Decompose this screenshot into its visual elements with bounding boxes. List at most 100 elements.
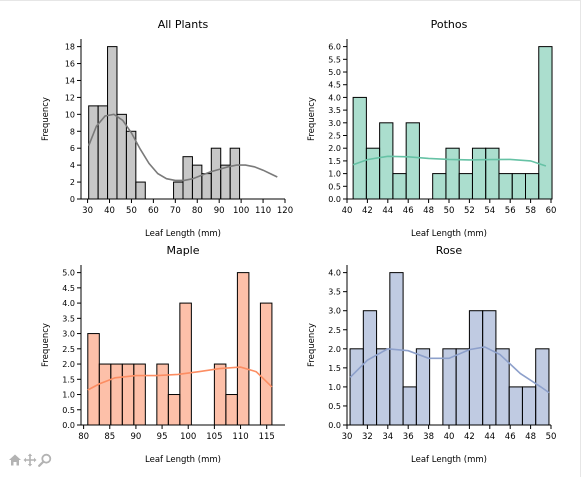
y-tick-label: 3.0 — [62, 330, 75, 339]
y-tick-label: 0.5 — [328, 182, 341, 191]
histogram-bar — [121, 363, 135, 426]
y-axis-label: Frequency — [307, 97, 317, 141]
x-tick-label: 36 — [403, 432, 414, 442]
x-tick-label: 100 — [233, 206, 249, 216]
histogram-bar — [402, 386, 417, 426]
x-tick-label: 30 — [82, 206, 93, 216]
histogram-bar — [349, 348, 364, 426]
y-tick-label: 3.0 — [328, 119, 341, 128]
plot-toolbar — [8, 451, 52, 467]
kde-curve — [87, 113, 278, 182]
x-tick-label: 44 — [382, 206, 393, 216]
y-tick-label: 3.5 — [62, 314, 75, 323]
y-tick-label: 0.5 — [328, 402, 341, 411]
y-tick-label: 12 — [65, 93, 75, 102]
x-tick-label: 48 — [423, 206, 434, 216]
y-tick-label: 3.5 — [328, 288, 341, 297]
y-tick-label: 18 — [65, 43, 75, 52]
y-tick-label: 2.5 — [328, 326, 341, 335]
histogram-bar — [535, 348, 550, 426]
x-tick-label: 90 — [214, 206, 225, 216]
x-tick-label: 46 — [505, 432, 516, 442]
histogram-bar — [362, 310, 378, 426]
x-tick-label: 100 — [180, 432, 196, 442]
x-tick-label: 46 — [403, 206, 414, 216]
y-tick-label: 6.0 — [328, 43, 341, 52]
histogram-bar — [445, 147, 460, 200]
x-tick-label: 110 — [232, 432, 248, 442]
y-tick-label: 0.5 — [62, 406, 75, 415]
y-tick-label: 2.0 — [328, 144, 341, 153]
histogram-bar — [405, 122, 420, 200]
y-tick-label: 3.0 — [328, 307, 341, 316]
x-axis-label: Leaf Length (mm) — [145, 229, 221, 239]
y-tick-label: 2.5 — [62, 345, 75, 354]
histogram-bar — [125, 130, 137, 200]
histogram-bar — [538, 46, 553, 200]
histogram-bar — [379, 122, 394, 200]
x-tick-label: 40 — [444, 432, 455, 442]
histogram-bar — [236, 272, 250, 426]
histogram-bar — [508, 386, 523, 426]
subplot-maple: 80 85 90 95 100 105 110 115 0.0 0.5 1.0 1.5 2.0 2.5 3.… — [41, 244, 285, 465]
x-tick-label: 115 — [259, 432, 275, 442]
histogram-bar — [365, 147, 381, 200]
y-tick-label: 2.5 — [328, 132, 341, 141]
histogram-bar — [133, 363, 146, 426]
kde-curve — [349, 346, 550, 394]
y-tick-label: 16 — [65, 60, 75, 69]
pan-icon[interactable] — [23, 452, 37, 467]
x-axis-label: Leaf Length (mm) — [145, 455, 221, 465]
histogram-bar — [415, 348, 431, 426]
x-tick-label: 50 — [546, 432, 557, 442]
subplot-all-plants: 30 40 50 60 70 80 90 100 110 120 0 2 4 6 8 10 12 14 16 18 Al… — [41, 18, 293, 239]
histogram-bar — [455, 348, 470, 426]
histogram-bar — [110, 363, 123, 426]
x-tick-label: 32 — [362, 432, 373, 442]
zoom-icon[interactable] — [38, 452, 52, 467]
y-tick-label: 5.0 — [328, 68, 341, 77]
y-tick-label: 5.5 — [328, 55, 341, 64]
histogram-bar — [498, 173, 513, 200]
x-tick-label: 44 — [484, 432, 495, 442]
x-tick-label: 90 — [131, 432, 142, 442]
histogram-bar — [167, 394, 181, 426]
y-tick-label: 4.5 — [62, 284, 75, 293]
kde-curve — [352, 155, 547, 167]
y-axis-label: Frequency — [41, 97, 51, 141]
x-tick-label: 85 — [104, 432, 115, 442]
x-tick-label: 40 — [104, 206, 115, 216]
x-tick-label: 42 — [464, 432, 475, 442]
x-tick-label: 60 — [148, 206, 159, 216]
y-tick-label: 0.0 — [328, 421, 341, 430]
y-tick-label: 1.0 — [328, 383, 341, 392]
y-tick-label: 0.0 — [62, 421, 75, 430]
subplot-rose: 30 32 34 36 38 40 42 44 46 48 50 0.0 0.5 1.0 1.5 2.0 2.5… — [307, 244, 556, 465]
y-tick-label: 2 — [70, 178, 75, 187]
histogram-bar — [352, 96, 367, 200]
x-tick-label: 50 — [126, 206, 137, 216]
histogram-bar — [432, 173, 447, 200]
x-tick-label: 54 — [484, 206, 495, 216]
y-axis-label: Frequency — [307, 323, 317, 367]
histogram-bar — [98, 363, 112, 426]
histogram-bar — [210, 147, 222, 200]
histogram-bar — [191, 164, 203, 200]
home-icon[interactable] — [8, 452, 22, 466]
x-tick-label: 30 — [342, 432, 353, 442]
y-tick-label: 1.5 — [62, 375, 75, 384]
histogram-bar — [135, 181, 146, 200]
histogram-bar — [471, 147, 487, 200]
histogram-bar — [521, 386, 537, 426]
subplot-title: Rose — [436, 244, 463, 257]
histogram-bar — [173, 181, 184, 200]
histogram-bar — [468, 310, 484, 426]
histogram-bar — [229, 147, 241, 200]
y-tick-label: 4.5 — [328, 81, 341, 90]
histogram-bar — [201, 173, 212, 200]
y-tick-label: 1.5 — [328, 157, 341, 166]
subplot-title: Maple — [166, 244, 199, 257]
x-tick-label: 52 — [464, 206, 475, 216]
x-tick-label: 40 — [342, 206, 353, 216]
